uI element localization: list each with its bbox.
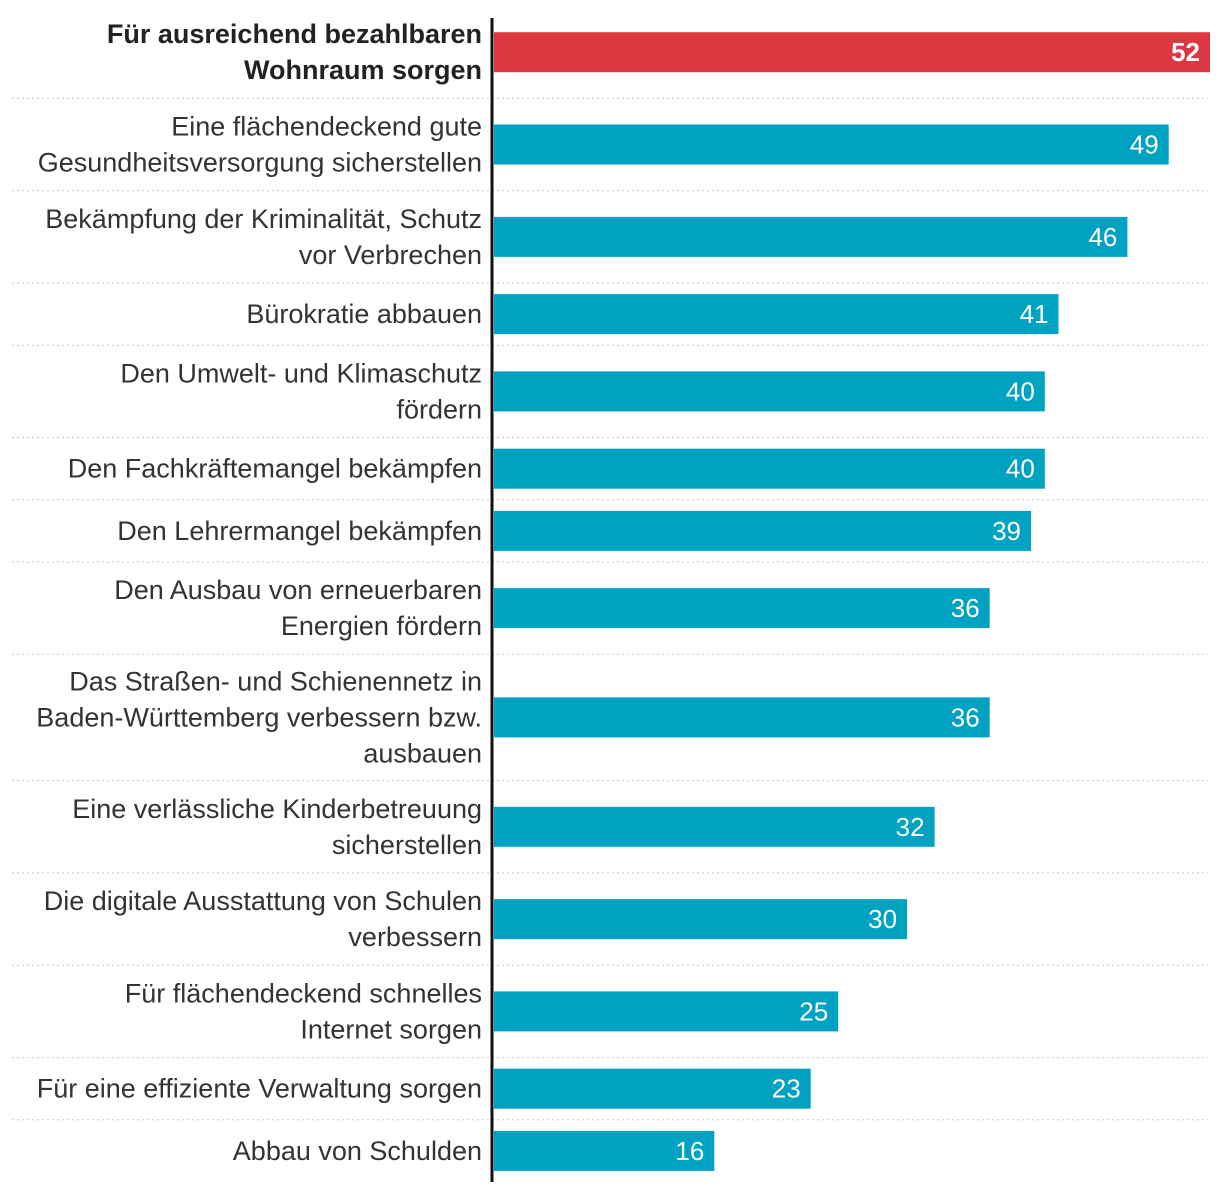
value-label-7: 36: [951, 593, 980, 623]
category-label-0: Für ausreichend bezahlbaren Wohnraum sorg…: [107, 19, 482, 85]
category-label-5: Den Fachkräftemangel bekämpfen: [68, 454, 482, 484]
bar-1: [494, 124, 1169, 165]
bar-0: [494, 32, 1210, 73]
bar-6: [494, 510, 1031, 551]
value-label-3: 41: [1020, 299, 1049, 329]
row-separators: [12, 97, 1208, 1121]
category-label-11: Für flächendeckend schnelles Internet sor…: [125, 978, 482, 1044]
category-label-13: Abbau von Schulden: [233, 1136, 482, 1166]
value-label-8: 36: [951, 702, 980, 732]
bar-9: [494, 806, 935, 847]
value-label-6: 39: [992, 516, 1021, 546]
category-label-2: Bekämpfung der Kriminalität, Schutz vor V…: [45, 204, 482, 270]
category-label-10: Die digitale Ausstattung von Schulen verb…: [44, 886, 482, 952]
bar-2: [494, 216, 1128, 257]
value-labels: 52 49 46 41 40 40 39 36 36 32 30 25 23 16: [675, 37, 1200, 1166]
category-label-8: Das Straßen- und Schienennetz in Baden-Wü…: [36, 666, 482, 768]
category-labels: Für ausreichend bezahlbaren Wohnraum sorg…: [36, 19, 482, 1166]
bar-4: [494, 371, 1045, 412]
bar-series: [494, 32, 1210, 1171]
bar-12: [494, 1068, 811, 1109]
category-label-3: Bürokratie abbauen: [246, 299, 482, 329]
value-label-13: 16: [675, 1136, 704, 1166]
bar-3: [494, 294, 1059, 335]
bar-7: [494, 588, 990, 629]
value-label-1: 49: [1130, 130, 1159, 160]
category-label-7: Den Ausbau von erneuerbaren Energien förd…: [114, 575, 482, 641]
category-label-6: Den Lehrermangel bekämpfen: [117, 516, 482, 546]
bar-8: [494, 697, 990, 738]
value-label-2: 46: [1088, 222, 1117, 252]
value-label-5: 40: [1006, 454, 1035, 484]
value-label-11: 25: [799, 996, 828, 1026]
category-label-4: Den Umwelt- und Klimaschutz fördern: [120, 358, 482, 424]
value-label-9: 32: [896, 812, 925, 842]
category-label-9: Eine verlässliche Kinderbetreuung sichers…: [72, 794, 482, 860]
bar-5: [494, 448, 1045, 489]
bar-13: [494, 1130, 715, 1171]
value-label-0: 52: [1171, 37, 1200, 67]
value-label-12: 23: [772, 1074, 801, 1104]
bar-11: [494, 991, 839, 1032]
category-label-1: Eine flächendeckend gute Gesundheitsverso…: [38, 112, 482, 178]
category-label-12: Für eine effiziente Verwaltung sorgen: [37, 1074, 482, 1104]
value-label-10: 30: [868, 904, 897, 934]
value-label-4: 40: [1006, 376, 1035, 406]
bar-10: [494, 899, 908, 940]
